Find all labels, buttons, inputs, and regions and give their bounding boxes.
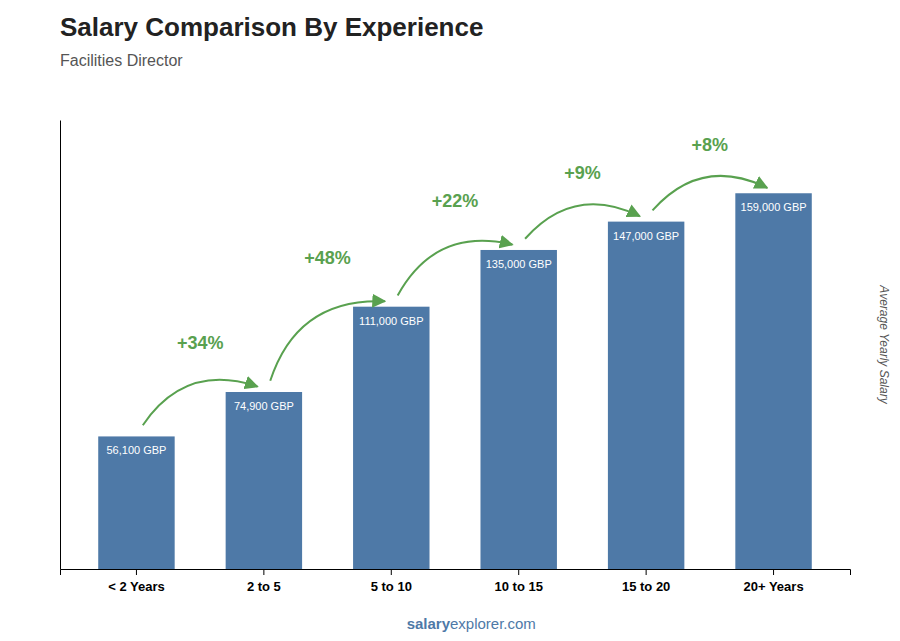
x-tick-mark xyxy=(773,569,774,575)
footer: explorer.com xyxy=(450,615,536,632)
footer: salary xyxy=(407,615,451,632)
data-label: 111,000 GBP xyxy=(359,315,423,327)
change-label: +34% xyxy=(177,333,224,353)
x-tick: 20+ Years xyxy=(743,569,803,594)
x-tick-label: 15 to 20 xyxy=(622,579,670,594)
y-axis xyxy=(60,121,61,570)
x-axis-line xyxy=(61,570,851,576)
change-label: +8% xyxy=(692,135,729,155)
bar xyxy=(98,436,174,569)
data-label: 147,000 GBP xyxy=(613,230,679,242)
bars xyxy=(98,193,812,569)
subtitle: Facilities Director xyxy=(60,52,183,69)
data-labels: 56,100 GBP 74,900 GBP 111,000 GBP 135,000 G… xyxy=(106,201,806,456)
x-tick-mark xyxy=(391,569,392,575)
x-tick-label: 20+ Years xyxy=(743,579,803,594)
x-tick: 15 to 20 xyxy=(622,569,670,594)
x-tick-label: 10 to 15 xyxy=(494,579,542,594)
x-tick: < 2 Years xyxy=(108,569,165,594)
x-tick-label: < 2 Years xyxy=(108,579,165,594)
x-tick-mark xyxy=(646,569,647,575)
bar xyxy=(480,250,556,569)
data-label: 135,000 GBP xyxy=(486,258,552,270)
bar xyxy=(608,222,684,569)
x-tick-mark xyxy=(263,569,264,575)
change-arrow xyxy=(653,176,768,211)
x-tick: 5 to 10 xyxy=(371,569,412,594)
x-tick: 10 to 15 xyxy=(494,569,542,594)
bar xyxy=(353,307,429,569)
change-label: +9% xyxy=(564,163,601,183)
plot: < 2 Years 2 to 5 5 to 10 10 to 15 15 to 20 20… xyxy=(61,121,851,595)
title: Salary Comparison By Experience xyxy=(60,12,483,42)
x-tick-mark xyxy=(136,569,137,575)
changes: +34% +48% +22% +9% +8% xyxy=(143,135,767,426)
data-label: 56,100 GBP xyxy=(106,444,166,456)
data-label: 159,000 GBP xyxy=(741,201,807,213)
change-label: +48% xyxy=(304,248,351,268)
x-axis: < 2 Years 2 to 5 5 to 10 10 to 15 15 to 20 20… xyxy=(61,569,851,594)
change-arrow xyxy=(270,301,385,381)
data-label: 74,900 GBP xyxy=(234,400,294,412)
change-arrow xyxy=(525,204,640,239)
change-arrow xyxy=(398,241,513,296)
x-tick-label: 2 to 5 xyxy=(247,579,281,594)
change-arrow xyxy=(143,380,258,425)
x-tick-label: 5 to 10 xyxy=(371,579,412,594)
x-tick-mark xyxy=(518,569,519,575)
x-tick: 2 to 5 xyxy=(247,569,281,594)
chart: Salary Comparison By Experience Facilitie… xyxy=(0,0,900,641)
bar xyxy=(735,193,811,569)
y-label: Average Yearly Salary xyxy=(877,284,891,404)
y-axis-line xyxy=(60,121,61,570)
bar xyxy=(226,392,302,569)
change-label: +22% xyxy=(432,191,479,211)
